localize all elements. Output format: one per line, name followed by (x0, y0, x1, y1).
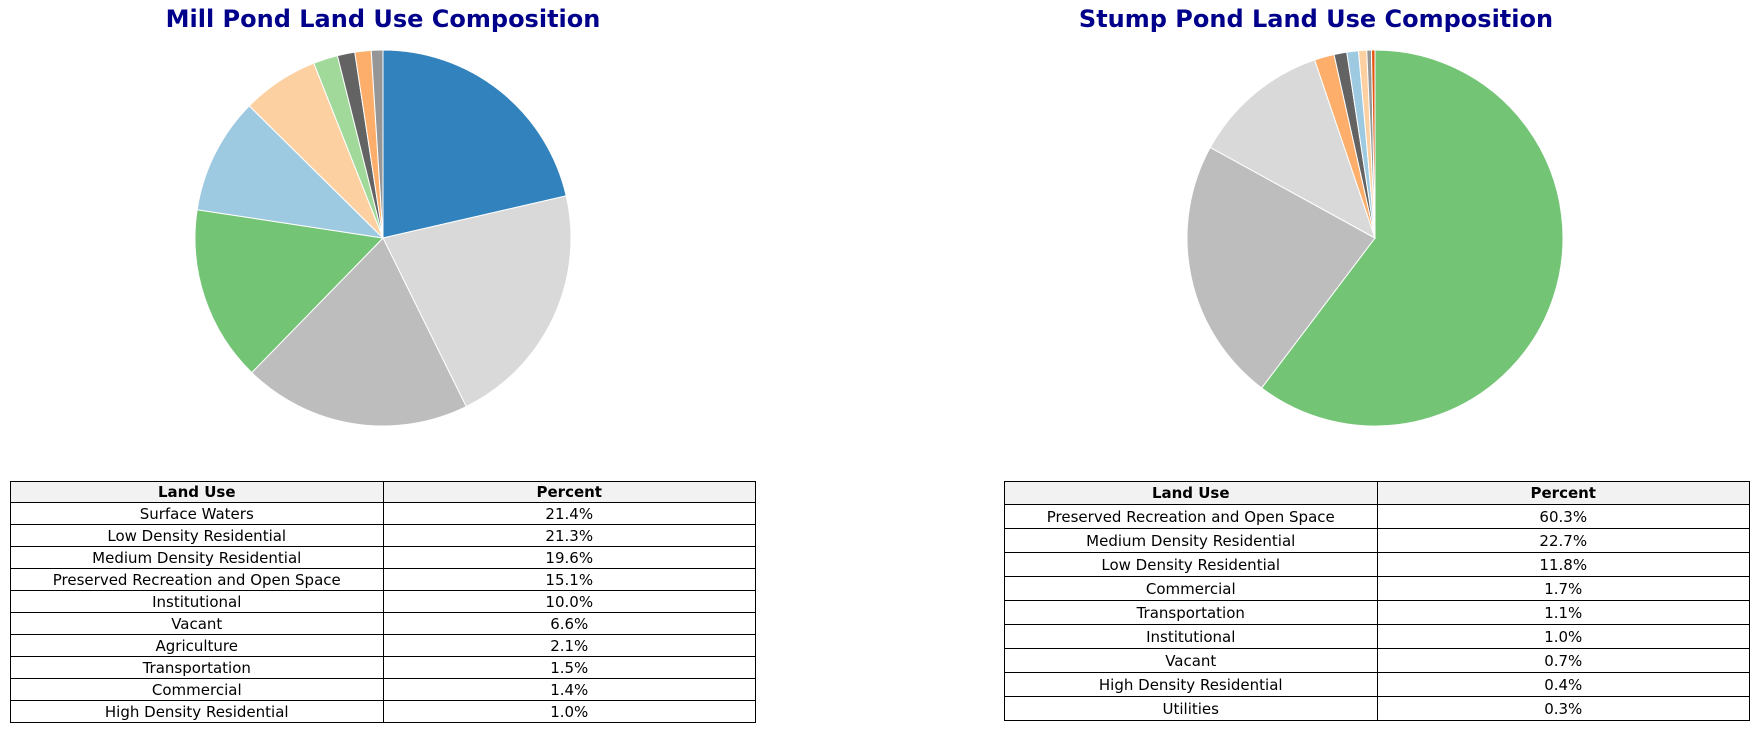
percent-cell: 19.6% (382, 546, 756, 569)
table-header-row: Land Use Percent (1004, 481, 1750, 505)
percent-cell: 1.0% (382, 700, 756, 723)
mill-pond-table: Land Use Percent Surface Waters 21.4% Low … (10, 481, 756, 723)
pie-slice-preserved-recreation-and-open-space (194, 209, 385, 374)
table-row: High Density Residential 1.0% (10, 700, 756, 723)
land-use-header: Land Use (10, 481, 384, 503)
table-row: Low Density Residential 21.3% (10, 524, 756, 547)
percent-cell: 22.7% (1376, 528, 1750, 553)
stump-pond-pie-chart (1186, 49, 1564, 427)
land-use-cell: Institutional (1004, 624, 1378, 649)
table-row: Utilities 0.3% (1004, 696, 1750, 721)
land-use-cell: Surface Waters (10, 502, 384, 525)
mill-pond-panel: Mill Pond Land Use Composition Land Use … (0, 0, 878, 733)
table-row: Low Density Residential 11.8% (1004, 552, 1750, 577)
mill-pond-title: Mill Pond Land Use Composition (165, 5, 601, 33)
table-row: Preserved Recreation and Open Space 60.3% (1004, 504, 1750, 529)
percent-cell: 21.3% (382, 524, 756, 547)
table-row: Institutional 1.0% (1004, 624, 1750, 649)
pie-slice-high-density-residential (370, 49, 384, 239)
pie-slice-medium-density-residential (251, 237, 467, 427)
land-use-cell: Vacant (10, 612, 384, 635)
table-header-row: Land Use Percent (10, 481, 756, 503)
percent-cell: 2.1% (382, 634, 756, 657)
table-row: Commercial 1.7% (1004, 576, 1750, 601)
land-use-header: Land Use (1004, 481, 1378, 505)
table-row: Preserved Recreation and Open Space 15.1% (10, 568, 756, 591)
land-use-cell: Commercial (10, 678, 384, 701)
land-use-cell: Agriculture (10, 634, 384, 657)
stump-pond-title: Stump Pond Land Use Composition (1078, 5, 1554, 33)
percent-cell: 6.6% (382, 612, 756, 635)
land-use-cell: Transportation (10, 656, 384, 679)
table-row: Commercial 1.4% (10, 678, 756, 701)
table-row: Vacant 0.7% (1004, 648, 1750, 673)
percent-cell: 1.0% (1376, 624, 1750, 649)
percent-header: Percent (1376, 481, 1750, 505)
pie-slice-utilities (1370, 49, 1376, 239)
land-use-cell: Institutional (10, 590, 384, 613)
stump-pond-panel: Stump Pond Land Use Composition Land Use… (878, 0, 1757, 733)
table-row: High Density Residential 0.4% (1004, 672, 1750, 697)
land-use-cell: High Density Residential (10, 700, 384, 723)
percent-cell: 15.1% (382, 568, 756, 591)
land-use-cell: High Density Residential (1004, 672, 1378, 697)
percent-cell: 1.1% (1376, 600, 1750, 625)
table-row: Medium Density Residential 22.7% (1004, 528, 1750, 553)
percent-cell: 1.4% (382, 678, 756, 701)
percent-cell: 1.7% (1376, 576, 1750, 601)
percent-cell: 1.5% (382, 656, 756, 679)
land-use-cell: Transportation (1004, 600, 1378, 625)
pie-slice-preserved-recreation-and-open-space (1260, 49, 1564, 427)
percent-cell: 11.8% (1376, 552, 1750, 577)
table-row: Institutional 10.0% (10, 590, 756, 613)
pie-slice-medium-density-residential (1186, 146, 1376, 389)
mill-pond-pie-chart (194, 49, 572, 427)
land-use-cell: Utilities (1004, 696, 1378, 721)
pie-slice-institutional (196, 105, 385, 239)
percent-cell: 0.3% (1376, 696, 1750, 721)
percent-cell: 0.4% (1376, 672, 1750, 697)
land-use-cell: Vacant (1004, 648, 1378, 673)
land-use-cell: Medium Density Residential (1004, 528, 1378, 553)
land-use-cell: Preserved Recreation and Open Space (1004, 504, 1378, 529)
table-row: Surface Waters 21.4% (10, 502, 756, 525)
table-row: Vacant 6.6% (10, 612, 756, 635)
percent-cell: 10.0% (382, 590, 756, 613)
land-use-cell: Low Density Residential (10, 524, 384, 547)
percent-cell: 60.3% (1376, 504, 1750, 529)
stump-pond-table: Land Use Percent Preserved Recreation an… (1004, 481, 1750, 721)
percent-header: Percent (382, 481, 756, 503)
land-use-cell: Low Density Residential (1004, 552, 1378, 577)
land-use-cell: Preserved Recreation and Open Space (10, 568, 384, 591)
pie-slice-surface-waters (382, 49, 567, 239)
table-row: Agriculture 2.1% (10, 634, 756, 657)
pie-slice-low-density-residential (1209, 59, 1376, 240)
percent-cell: 21.4% (382, 502, 756, 525)
percent-cell: 0.7% (1376, 648, 1750, 673)
table-row: Transportation 1.5% (10, 656, 756, 679)
table-row: Medium Density Residential 19.6% (10, 546, 756, 569)
land-use-cell: Commercial (1004, 576, 1378, 601)
table-row: Transportation 1.1% (1004, 600, 1750, 625)
pie-slice-low-density-residential (382, 195, 572, 408)
land-use-cell: Medium Density Residential (10, 546, 384, 569)
